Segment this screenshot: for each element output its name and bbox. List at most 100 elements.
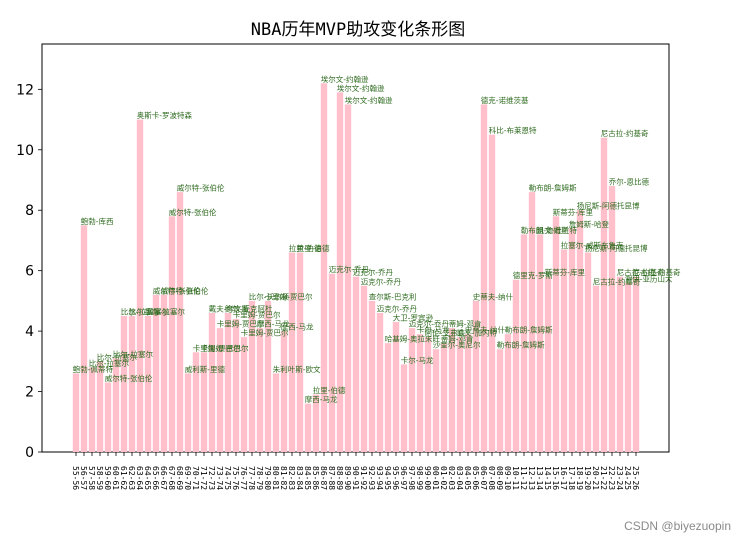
data-label: 朱利叶斯-欧文 (273, 364, 321, 374)
bar (472, 300, 480, 452)
x-tick-label: 98-99 (415, 466, 424, 490)
bar (536, 234, 544, 452)
x-tick-label: 71-72 (199, 466, 208, 490)
bar (192, 352, 200, 452)
data-label: 大卫-罗宾逊 (393, 313, 434, 323)
bar (304, 403, 312, 452)
bar (240, 337, 248, 452)
bar (120, 316, 128, 452)
data-label: 威尔特-张伯伦 (105, 373, 153, 383)
data-label: 尼古拉-约基奇 (617, 267, 665, 277)
data-label: 卡尔-马龙 (401, 355, 434, 365)
x-tick-label: 16-17 (559, 466, 568, 490)
x-tick-label: 17-18 (567, 466, 576, 490)
bar (296, 252, 304, 452)
bar (392, 322, 400, 452)
x-tick-label: 73-74 (215, 466, 224, 490)
x-tick-label: 70-71 (191, 466, 200, 490)
bar (160, 294, 168, 452)
bar (128, 316, 136, 452)
x-tick-label: 59-60 (103, 466, 112, 490)
x-tick-label: 84-85 (303, 466, 312, 490)
bar (624, 282, 632, 452)
data-label: 戴夫-考文斯 (209, 303, 250, 313)
data-label: 迈克尔-乔丹 (329, 264, 370, 274)
bar (488, 134, 496, 453)
data-label: 埃尔文-约翰逊 (337, 83, 385, 93)
x-tick-label: 13-14 (535, 466, 544, 490)
data-label: 摩西-马龙 (257, 319, 290, 329)
data-label: 比尔-拉塞尔 (97, 352, 138, 362)
x-tick-label: 08-09 (495, 466, 504, 490)
data-label: 蒂姆-邓肯 (449, 319, 482, 329)
bar (208, 312, 216, 452)
x-axis: 55-56 56-57 57-58 58-59 59-60 60-61 61-62 62-63… (71, 452, 640, 490)
x-tick-label: 22-23 (607, 466, 616, 490)
data-label: 勒布朗-詹姆斯 (521, 225, 569, 235)
x-tick-label: 69-70 (183, 466, 192, 490)
x-tick-label: 67-68 (167, 466, 176, 490)
bar (352, 276, 360, 452)
bar (280, 331, 288, 452)
x-tick-label: 83-84 (295, 466, 304, 490)
data-label: 卡尔-马龙 (417, 325, 450, 335)
x-tick-label: 65-66 (151, 466, 160, 490)
bar (112, 358, 120, 452)
watermark: CSDN @biyezuopin (624, 519, 731, 533)
bar (448, 328, 456, 452)
data-label: 威尔特-张伯伦 (161, 285, 209, 295)
bar (152, 294, 160, 452)
x-tick-label: 86-87 (319, 466, 328, 490)
x-tick-label: 18-19 (575, 466, 584, 490)
x-tick-label: 14-15 (543, 466, 552, 490)
bar (384, 343, 392, 452)
x-tick-label: 91-92 (359, 466, 368, 490)
x-tick-label: 60-61 (111, 466, 120, 490)
data-label: 拉塞尔-威斯布鲁克 (561, 240, 624, 250)
x-tick-label: 58-59 (95, 466, 104, 490)
y-tick-label: 10 (16, 143, 34, 159)
data-label: 卡里姆-贾巴尔 (201, 343, 249, 353)
data-label: 迈克尔-乔丹 (409, 319, 450, 329)
data-label: 拉里-伯德 (297, 243, 330, 253)
bar (80, 225, 88, 452)
data-label: 乔尔-恩比德 (609, 177, 650, 187)
bar (288, 252, 296, 452)
bar (576, 210, 584, 452)
x-tick-label: 81-82 (279, 466, 288, 490)
x-tick-label: 15-16 (551, 466, 560, 490)
bar (544, 276, 552, 452)
x-tick-label: 06-07 (479, 466, 488, 490)
x-tick-label: 76-77 (239, 466, 248, 490)
bar (480, 104, 488, 452)
data-label: 勒布朗-詹姆斯 (505, 325, 553, 335)
data-label: 阿伦-艾弗森 (425, 328, 466, 338)
y-tick-label: 12 (16, 82, 34, 98)
bar (496, 349, 504, 452)
x-tick-label: 23-24 (615, 466, 624, 490)
data-label: 詹姆斯-哈登 (569, 219, 610, 229)
data-label: 比尔-沃尔顿 (249, 291, 290, 301)
bar (184, 373, 192, 452)
bar (216, 328, 224, 452)
data-label: 鲍勃-库西 (81, 216, 114, 226)
data-label: 比尔-拉塞尔 (121, 307, 162, 317)
bar (312, 394, 320, 452)
data-label: 凯文-加内特 (457, 328, 498, 338)
data-label: 比尔-拉塞尔 (113, 349, 154, 359)
data-label: 德克-诺维茨基 (481, 95, 529, 105)
data-label: 查尔斯-巴克利 (369, 291, 417, 301)
bar (424, 337, 432, 452)
data-label: 史蒂夫-纳什 (473, 291, 514, 301)
y-tick-label: 8 (25, 203, 34, 219)
x-tick-label: 94-95 (383, 466, 392, 490)
x-tick-label: 56-57 (79, 466, 88, 490)
data-labels-group: 鲍勃-佩蒂特鲍勃-库西比尔-拉塞尔比尔-拉塞尔威尔特-张伯伦比尔-拉塞尔比尔-拉… (73, 74, 681, 404)
y-tick-label: 4 (25, 324, 34, 340)
x-tick-label: 74-75 (223, 466, 232, 490)
y-tick-label: 6 (25, 264, 34, 280)
x-tick-label: 80-81 (271, 466, 280, 490)
x-tick-label: 09-10 (503, 466, 512, 490)
bar (136, 119, 144, 452)
x-tick-label: 90-91 (351, 466, 360, 490)
